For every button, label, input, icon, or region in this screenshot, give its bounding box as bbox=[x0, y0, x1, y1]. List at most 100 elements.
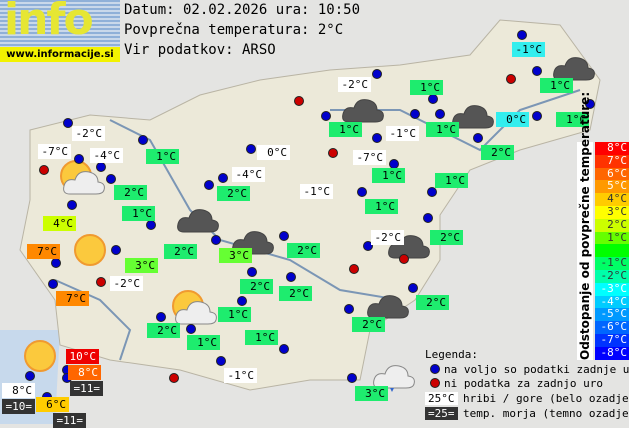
station-ok-marker[interactable] bbox=[363, 241, 373, 251]
legend-title: Legenda: bbox=[425, 348, 478, 361]
cloud-icon bbox=[383, 222, 433, 266]
sun-cloud-icon bbox=[58, 158, 108, 202]
station-ok-marker[interactable] bbox=[435, 109, 445, 119]
station-ok-marker[interactable] bbox=[517, 30, 527, 40]
station-ok-marker[interactable] bbox=[532, 66, 542, 76]
station-ok-marker[interactable] bbox=[48, 279, 58, 289]
station-temperature-label: -2°C bbox=[72, 126, 105, 141]
data-source: Vir podatkov: ARSO bbox=[124, 42, 276, 58]
station-ok-marker[interactable] bbox=[372, 69, 382, 79]
cloud-rain-icon bbox=[368, 352, 418, 396]
station-temperature-label: 2°C bbox=[114, 185, 147, 200]
station-temperature-label: 0°C bbox=[496, 112, 529, 127]
station-ok-marker[interactable] bbox=[279, 344, 289, 354]
station-ok-marker[interactable] bbox=[532, 111, 542, 121]
scale-step: 3°C bbox=[595, 205, 629, 219]
station-temperature-label: -7°C bbox=[353, 150, 386, 165]
scale-step: 6°C bbox=[595, 167, 629, 181]
station-ok-marker[interactable] bbox=[74, 154, 84, 164]
station-ok-marker[interactable] bbox=[321, 111, 331, 121]
station-ok-marker[interactable] bbox=[344, 304, 354, 314]
station-temperature-label: 2°C bbox=[287, 243, 320, 258]
scale-step: 2°C bbox=[595, 218, 629, 232]
station-ok-marker[interactable] bbox=[473, 133, 483, 143]
scale-step: 1°C bbox=[595, 231, 629, 245]
scale-step: -4°C bbox=[595, 295, 629, 309]
station-ok-marker[interactable] bbox=[247, 267, 257, 277]
station-ok-marker[interactable] bbox=[25, 371, 35, 381]
scale-step: 7°C bbox=[595, 154, 629, 168]
station-missing-marker[interactable] bbox=[506, 74, 516, 84]
station-temperature-label: 7°C bbox=[56, 291, 89, 306]
station-ok-icon bbox=[430, 364, 440, 374]
station-temperature-label: 1°C bbox=[365, 199, 398, 214]
station-ok-marker[interactable] bbox=[237, 296, 247, 306]
station-ok-marker[interactable] bbox=[423, 213, 433, 223]
station-ok-marker[interactable] bbox=[216, 356, 226, 366]
scale-step: 8°C bbox=[595, 142, 629, 155]
sun-cloud-icon bbox=[170, 288, 220, 332]
station-ok-marker[interactable] bbox=[67, 200, 77, 210]
station-missing-marker[interactable] bbox=[294, 96, 304, 106]
site-link[interactable]: www.informacije.si bbox=[0, 47, 120, 62]
scale-step bbox=[595, 244, 629, 258]
legend-sea: temp. morja (temno ozadje) bbox=[463, 407, 629, 420]
station-ok-marker[interactable] bbox=[51, 258, 61, 268]
station-ok-marker[interactable] bbox=[106, 174, 116, 184]
station-temperature-label: =10= bbox=[2, 399, 35, 414]
scale-step: 5°C bbox=[595, 180, 629, 194]
station-temperature-label: 8°C bbox=[2, 383, 35, 398]
station-temperature-label: 2°C bbox=[481, 145, 514, 160]
station-ok-marker[interactable] bbox=[347, 373, 357, 383]
station-ok-marker[interactable] bbox=[218, 173, 228, 183]
sun-icon bbox=[22, 338, 72, 382]
logo[interactable]: info www.informacije.si bbox=[0, 0, 120, 62]
station-missing-marker[interactable] bbox=[96, 277, 106, 287]
station-ok-marker[interactable] bbox=[204, 180, 214, 190]
station-temperature-label: 2°C bbox=[352, 317, 385, 332]
station-ok-marker[interactable] bbox=[138, 135, 148, 145]
station-ok-marker[interactable] bbox=[286, 272, 296, 282]
station-temperature-label: 1°C bbox=[329, 122, 362, 137]
river-drava bbox=[330, 89, 581, 152]
station-temperature-label: 2°C bbox=[240, 279, 273, 294]
station-ok-marker[interactable] bbox=[111, 245, 121, 255]
station-ok-marker[interactable] bbox=[372, 133, 382, 143]
station-ok-marker[interactable] bbox=[357, 187, 367, 197]
station-ok-marker[interactable] bbox=[96, 162, 106, 172]
station-temperature-label: 6°C bbox=[36, 397, 69, 412]
station-temperature-label: 2°C bbox=[164, 244, 197, 259]
station-temperature-label: 2°C bbox=[217, 186, 250, 201]
station-ok-marker[interactable] bbox=[186, 324, 196, 334]
station-missing-marker[interactable] bbox=[39, 165, 49, 175]
station-missing-marker[interactable] bbox=[328, 148, 338, 158]
cloud-icon bbox=[447, 92, 497, 136]
station-ok-marker[interactable] bbox=[211, 235, 221, 245]
station-missing-marker[interactable] bbox=[399, 254, 409, 264]
station-ok-marker[interactable] bbox=[156, 312, 166, 322]
station-missing-marker[interactable] bbox=[169, 373, 179, 383]
station-ok-marker[interactable] bbox=[146, 220, 156, 230]
logo-text: info bbox=[4, 0, 94, 45]
station-ok-marker[interactable] bbox=[408, 283, 418, 293]
station-ok-marker[interactable] bbox=[279, 231, 289, 241]
station-ok-marker[interactable] bbox=[427, 187, 437, 197]
station-ok-marker[interactable] bbox=[410, 109, 420, 119]
legend-ok: na voljo so podatki zadnje ure bbox=[444, 363, 629, 376]
station-temperature-label: 1°C bbox=[372, 168, 405, 183]
station-temperature-label: -7°C bbox=[38, 144, 71, 159]
date-time: Datum: 02.02.2026 ura: 10:50 bbox=[124, 2, 361, 18]
legend-mountain-sample: 25°C bbox=[425, 392, 458, 405]
station-temperature-label: 3°C bbox=[219, 248, 252, 263]
station-ok-marker[interactable] bbox=[428, 94, 438, 104]
station-missing-marker[interactable] bbox=[349, 264, 359, 274]
station-ok-marker[interactable] bbox=[246, 144, 256, 154]
scale-step: -6°C bbox=[595, 321, 629, 334]
station-ok-marker[interactable] bbox=[63, 118, 73, 128]
station-temperature-label: -2°C bbox=[371, 230, 404, 245]
scale-title: Odstopanje od povprečne temperature: bbox=[577, 91, 593, 360]
cloud-icon bbox=[337, 86, 387, 130]
station-temperature-label: -1°C bbox=[300, 184, 333, 199]
station-ok-marker[interactable] bbox=[585, 99, 595, 109]
station-temperature-label: 1°C bbox=[435, 173, 468, 188]
